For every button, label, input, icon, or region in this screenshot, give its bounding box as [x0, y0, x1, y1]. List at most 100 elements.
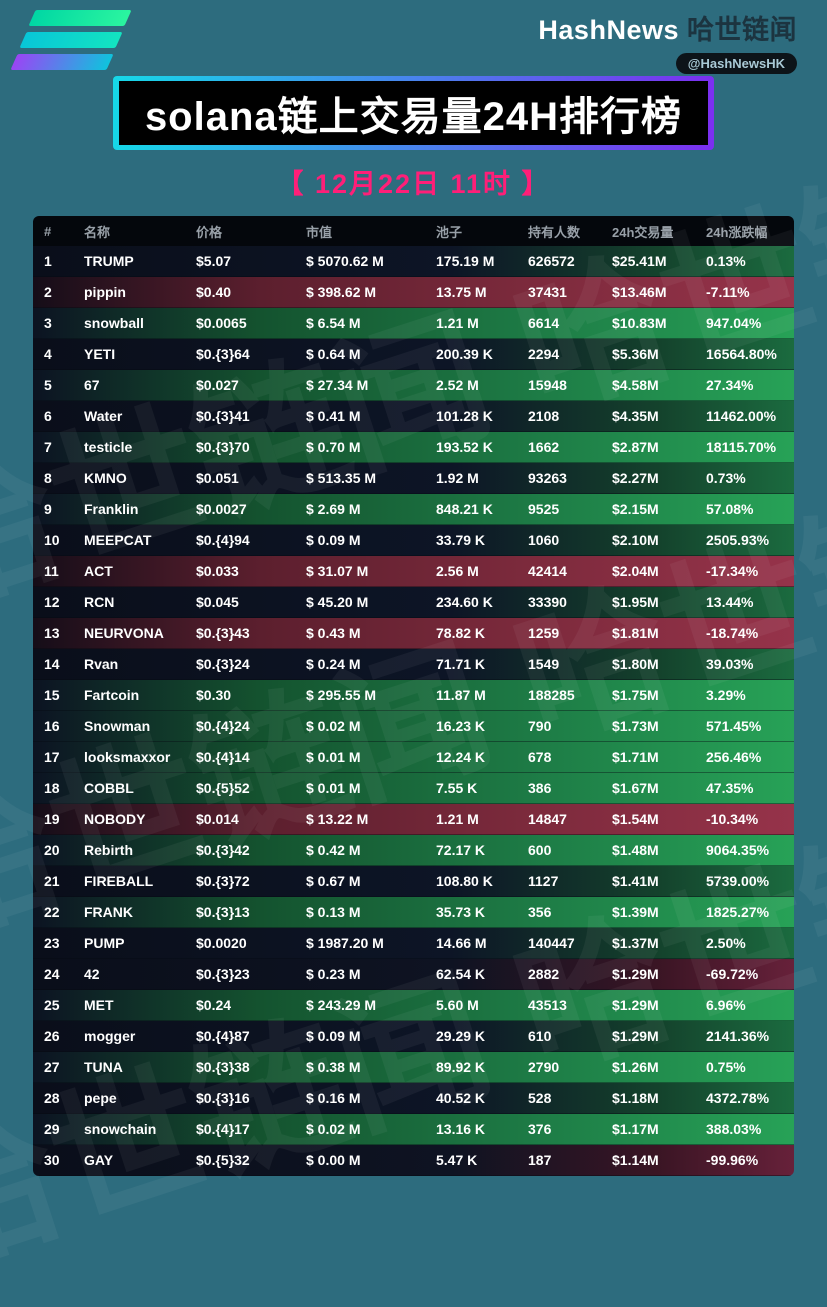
cell-price: $0.{3}24: [196, 656, 250, 672]
table-row: 8 KMNO $0.051 $ 513.35 M 1.92 M 93263 $2.27M 0.…: [33, 463, 794, 494]
cell-holders: 187: [528, 1152, 552, 1168]
cell-name: YETI: [84, 346, 116, 362]
cell-price: $0.027: [196, 377, 239, 393]
cell-price: $0.{5}32: [196, 1152, 250, 1168]
cell-vol: $1.29M: [612, 997, 659, 1013]
cell-chg: 5739.00%: [706, 873, 770, 889]
cell-pool: 78.82 K: [436, 625, 486, 641]
table-row: 10 MEEPCAT $0.{4}94 $ 0.09 M 33.79 K 1060 $2.1…: [33, 525, 794, 556]
cell-price: $0.{4}24: [196, 718, 250, 734]
cell-vol: $1.39M: [612, 904, 659, 920]
cell-price: $0.{4}14: [196, 749, 250, 765]
cell-name: RCN: [84, 594, 115, 610]
cell-rank: 17: [44, 749, 60, 765]
cell-price: $0.{3}64: [196, 346, 250, 362]
cell-vol: $1.29M: [612, 1028, 659, 1044]
cell-price: $0.051: [196, 470, 239, 486]
cell-pool: 848.21 K: [436, 501, 493, 517]
cell-name: PUMP: [84, 935, 125, 951]
cell-chg: 2.50%: [706, 935, 746, 951]
cell-name: snowchain: [84, 1121, 157, 1137]
cell-vol: $2.27M: [612, 470, 659, 486]
cell-price: $0.{5}52: [196, 780, 250, 796]
cell-rank: 22: [44, 904, 60, 920]
cell-holders: 14847: [528, 811, 567, 827]
cell-rank: 24: [44, 966, 60, 982]
cell-vol: $2.87M: [612, 439, 659, 455]
cell-chg: -69.72%: [706, 966, 759, 982]
table-row: 3 snowball $0.0065 $ 6.54 M 1.21 M 6614 $10.83…: [33, 308, 794, 339]
table-body: 1 TRUMP $5.07 $ 5070.62 M 175.19 M 626572 $25.…: [33, 246, 794, 1176]
cell-name: Rebirth: [84, 842, 133, 858]
cell-name: TRUMP: [84, 253, 134, 269]
cell-pool: 5.60 M: [436, 997, 479, 1013]
cell-vol: $1.75M: [612, 687, 659, 703]
cell-rank: 1: [44, 253, 52, 269]
cell-name: Rvan: [84, 656, 119, 672]
cell-price: $0.{3}38: [196, 1059, 250, 1075]
cell-pool: 2.56 M: [436, 563, 479, 579]
cell-pool: 7.55 K: [436, 780, 478, 796]
cell-chg: 9064.35%: [706, 842, 770, 858]
cell-name: ACT: [84, 563, 113, 579]
cell-price: $0.{3}41: [196, 408, 250, 424]
cell-pool: 33.79 K: [436, 532, 486, 548]
cell-pool: 89.92 K: [436, 1059, 486, 1075]
cell-pool: 29.29 K: [436, 1028, 486, 1044]
cell-mcap: $ 27.34 M: [306, 377, 369, 393]
cell-mcap: $ 0.42 M: [306, 842, 361, 858]
cell-price: $0.0020: [196, 935, 247, 951]
cell-holders: 37431: [528, 284, 567, 300]
cell-chg: 2141.36%: [706, 1028, 770, 1044]
header-mcap: 市值: [306, 224, 333, 240]
solana-logo-bar-top: [28, 10, 132, 26]
cell-chg: 256.46%: [706, 749, 762, 765]
table-row: 26 mogger $0.{4}87 $ 0.09 M 29.29 K 610 $1.29M…: [33, 1021, 794, 1052]
cell-name: FRANK: [84, 904, 133, 920]
cell-name: NEURVONA: [84, 625, 164, 641]
solana-logo-bar-middle: [19, 32, 123, 48]
cell-holders: 2108: [528, 408, 560, 424]
cell-name: TUNA: [84, 1059, 123, 1075]
cell-mcap: $ 0.02 M: [306, 1121, 361, 1137]
cell-vol: $1.18M: [612, 1090, 659, 1106]
cell-pool: 101.28 K: [436, 408, 493, 424]
cell-pool: 72.17 K: [436, 842, 486, 858]
cell-price: $0.0027: [196, 501, 247, 517]
cell-holders: 42414: [528, 563, 567, 579]
cell-name: Snowman: [84, 718, 151, 734]
cell-rank: 29: [44, 1121, 60, 1137]
cell-name: Franklin: [84, 501, 139, 517]
cell-mcap: $ 0.38 M: [306, 1059, 361, 1075]
cell-rank: 30: [44, 1152, 60, 1168]
table-row: 22 FRANK $0.{3}13 $ 0.13 M 35.73 K 356 $1.39M 1…: [33, 897, 794, 928]
cell-mcap: $ 0.02 M: [306, 718, 361, 734]
cell-name: KMNO: [84, 470, 127, 486]
table-row: 2 pippin $0.40 $ 398.62 M 13.75 M 37431 $13.46…: [33, 277, 794, 308]
cell-mcap: $ 0.01 M: [306, 780, 361, 796]
cell-price: $0.{3}72: [196, 873, 250, 889]
table-row: 14 Rvan $0.{3}24 $ 0.24 M 71.71 K 1549 $1.80M 3…: [33, 649, 794, 680]
cell-holders: 790: [528, 718, 552, 734]
cell-chg: 6.96%: [706, 997, 746, 1013]
cell-mcap: $ 0.23 M: [306, 966, 361, 982]
cell-holders: 93263: [528, 470, 567, 486]
cell-vol: $2.15M: [612, 501, 659, 517]
table-row: 17 looksmaxxor $0.{4}14 $ 0.01 M 12.24 K 678 $…: [33, 742, 794, 773]
cell-holders: 33390: [528, 594, 567, 610]
cell-name: 67: [84, 377, 100, 393]
cell-mcap: $ 13.22 M: [306, 811, 369, 827]
cell-mcap: $ 0.13 M: [306, 904, 361, 920]
table-row: 7 testicle $0.{3}70 $ 0.70 M 193.52 K 1662 $2.…: [33, 432, 794, 463]
cell-mcap: $ 0.67 M: [306, 873, 361, 889]
table-row: 24 42 $0.{3}23 $ 0.23 M 62.54 K 2882 $1.29M -69…: [33, 959, 794, 990]
cell-pool: 5.47 K: [436, 1152, 478, 1168]
cell-rank: 5: [44, 377, 52, 393]
cell-chg: 947.04%: [706, 315, 762, 331]
cell-vol: $1.37M: [612, 935, 659, 951]
cell-pool: 35.73 K: [436, 904, 486, 920]
cell-pool: 13.16 K: [436, 1121, 486, 1137]
cell-rank: 9: [44, 501, 52, 517]
cell-chg: 13.44%: [706, 594, 754, 610]
cell-chg: 388.03%: [706, 1121, 762, 1137]
